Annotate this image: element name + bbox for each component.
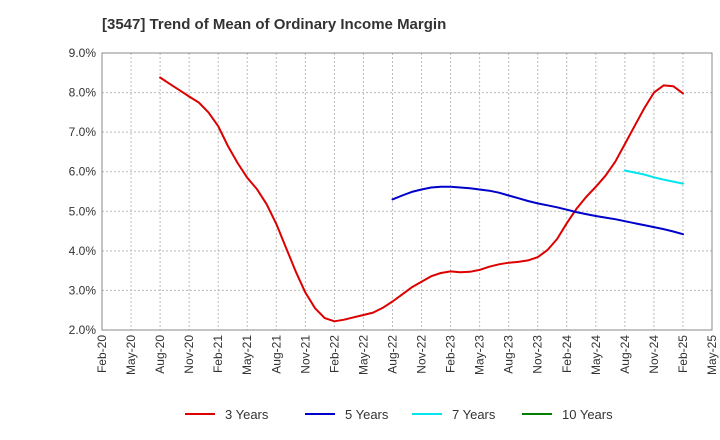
legend-label: 10 Years	[562, 407, 613, 422]
x-tick-label: Nov-23	[531, 335, 545, 374]
series-layer	[159, 76, 684, 323]
y-tick-label: 9.0%	[69, 46, 97, 60]
y-tick-label: 8.0%	[69, 86, 97, 100]
series-line-5-years	[391, 185, 684, 236]
x-tick-label: Feb-21	[211, 335, 225, 373]
x-tick-label: May-21	[240, 335, 254, 375]
x-tick-label: Aug-24	[618, 335, 632, 374]
x-tick-label: Aug-22	[385, 335, 399, 374]
y-tick-label: 2.0%	[69, 323, 97, 337]
legend-label: 7 Years	[452, 407, 496, 422]
series-line-3-years	[159, 76, 684, 323]
x-tick-label: Nov-22	[415, 335, 429, 374]
x-tick-label: May-20	[124, 335, 138, 375]
x-tick-label: Feb-20	[95, 335, 109, 373]
x-ticks-layer: Feb-20 May-20 Aug-20 Nov-20 Feb-21 May-21 Aug-…	[95, 335, 719, 375]
x-tick-label: May-22	[356, 335, 370, 375]
x-tick-label: Aug-21	[269, 335, 283, 374]
x-tick-label: Nov-20	[182, 335, 196, 374]
x-tick-label: May-23	[473, 335, 487, 375]
x-tick-label: Aug-23	[502, 335, 516, 374]
chart-title: [3547] Trend of Mean of Ordinary Income …	[102, 16, 447, 33]
x-tick-label: Nov-21	[298, 335, 312, 374]
y-tick-label: 7.0%	[69, 125, 97, 139]
grid-layer	[101, 52, 713, 331]
y-tick-label: 4.0%	[69, 244, 97, 258]
x-tick-label: Nov-24	[647, 335, 661, 374]
y-ticks-layer: 9.0% 8.0% 7.0% 6.0% 5.0% 4.0% 3.0% 2.0%	[69, 46, 97, 337]
x-tick-label: Feb-23	[444, 335, 458, 373]
y-tick-label: 3.0%	[69, 283, 97, 297]
x-tick-label: Feb-25	[676, 335, 690, 373]
x-tick-label: May-24	[589, 335, 603, 375]
legend-label: 5 Years	[345, 407, 389, 422]
legend-layer: 3 Years 5 Years 7 Years 10 Years	[185, 407, 613, 422]
x-tick-label: Aug-20	[153, 335, 167, 374]
x-tick-label: May-25	[705, 335, 719, 375]
x-tick-label: Feb-24	[560, 335, 574, 373]
series-line-7-years	[623, 169, 684, 185]
y-tick-label: 6.0%	[69, 165, 97, 179]
y-tick-label: 5.0%	[69, 204, 97, 218]
x-tick-label: Feb-22	[327, 335, 341, 373]
plot-frame	[101, 52, 713, 331]
legend-label: 3 Years	[225, 407, 269, 422]
